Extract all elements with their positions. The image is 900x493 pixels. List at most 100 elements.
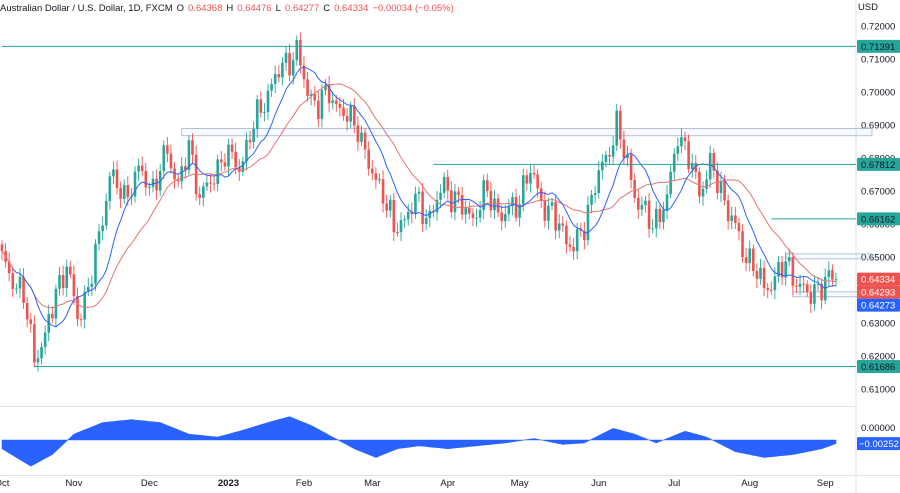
candle-body	[521, 175, 525, 205]
candle-body	[94, 243, 97, 284]
candle-body	[651, 228, 654, 230]
candle-body	[324, 84, 327, 91]
candles	[0, 32, 838, 372]
candle-body	[36, 358, 40, 363]
candle-body	[284, 52, 288, 63]
candle-body	[7, 261, 11, 274]
candle-body	[414, 193, 417, 215]
candle-body	[784, 261, 787, 278]
candle-body	[802, 283, 805, 285]
candle-body	[374, 173, 378, 180]
candle-body	[565, 225, 568, 245]
candle-body	[302, 65, 306, 80]
candle-body	[435, 199, 439, 213]
x-tick-label: Aug	[741, 478, 758, 489]
candle-body	[752, 248, 755, 272]
candle-body	[834, 279, 838, 281]
candle-body	[726, 200, 730, 222]
level-label-bg	[857, 157, 900, 171]
candle-body	[410, 211, 414, 215]
candle-body	[759, 267, 762, 279]
candle-body	[119, 188, 122, 199]
candle-body	[561, 223, 565, 226]
candle-body	[593, 193, 597, 195]
y-tick-label: 0.72000	[861, 22, 895, 33]
candle-body	[572, 246, 575, 252]
level-label: 0.67812	[861, 160, 895, 171]
x-tick-label: Apr	[440, 478, 455, 489]
candle-body	[112, 169, 115, 177]
candle-body	[442, 176, 446, 193]
candle-body	[205, 182, 209, 187]
candle-body	[489, 190, 493, 211]
candle-body	[701, 188, 705, 197]
candle-body	[345, 116, 349, 122]
candle-body	[11, 273, 15, 290]
fast-moving-average	[12, 66, 837, 328]
candle-body	[791, 257, 795, 286]
candle-body	[22, 276, 25, 303]
candle-body	[460, 194, 464, 215]
candle-body	[166, 145, 169, 154]
candle-body	[263, 112, 266, 114]
price-label-bg	[857, 285, 900, 299]
candle-body	[575, 229, 579, 252]
candle-body	[712, 153, 716, 171]
candle-body	[547, 205, 550, 221]
y-tick-label: 0.69000	[861, 121, 895, 132]
candle-body	[626, 154, 629, 159]
candle-body	[148, 186, 151, 188]
candle-body	[151, 178, 155, 187]
price-label: 0.64273	[861, 301, 895, 312]
candle-body	[176, 179, 180, 182]
candle-body	[496, 198, 500, 213]
close-value: 0.64334	[334, 2, 369, 14]
candle-body	[320, 90, 324, 119]
candle-body	[184, 166, 187, 171]
candle-body	[230, 144, 234, 152]
chart-header: Australian Dollar / U.S. Dollar, 1D, FXC…	[0, 1, 454, 15]
candle-body	[58, 275, 61, 289]
price-label: 0.64293	[861, 288, 895, 299]
candle-body	[399, 220, 403, 233]
candle-body	[54, 288, 58, 319]
candle-body	[65, 266, 69, 289]
candle-body	[683, 137, 687, 142]
candle-body	[450, 190, 453, 213]
candle-body	[133, 171, 137, 197]
candle-body	[72, 274, 76, 297]
currency-label: USD	[857, 2, 878, 13]
candle-body	[255, 99, 259, 130]
candle-body	[234, 151, 237, 168]
candle-body	[457, 191, 460, 195]
candle-body	[245, 139, 248, 162]
candle-body	[212, 183, 216, 185]
candle-body	[730, 215, 734, 222]
candle-body	[744, 257, 748, 264]
x-tick-label: Dec	[141, 478, 158, 489]
candle-body	[529, 172, 532, 184]
candle-body	[83, 291, 86, 320]
candle-body	[672, 153, 676, 172]
candle-body	[629, 154, 633, 180]
candle-body	[787, 257, 791, 262]
candle-body	[511, 197, 514, 207]
candle-body	[104, 200, 108, 226]
candle-body	[61, 275, 65, 289]
candle-body	[281, 62, 284, 78]
candle-body	[773, 276, 777, 291]
y-tick-label: 0.63000	[861, 319, 895, 330]
candle-body	[0, 244, 4, 251]
candle-body	[209, 182, 212, 184]
candle-body	[583, 230, 586, 241]
candle-body	[658, 208, 662, 223]
candle-body	[317, 100, 320, 119]
candle-body	[590, 194, 593, 205]
candle-body	[554, 202, 557, 231]
candle-body	[525, 175, 529, 184]
candle-body	[734, 215, 737, 224]
price-label-bg	[857, 298, 900, 312]
candle-body	[698, 171, 701, 197]
y-tick-label: 0.62000	[861, 352, 895, 363]
